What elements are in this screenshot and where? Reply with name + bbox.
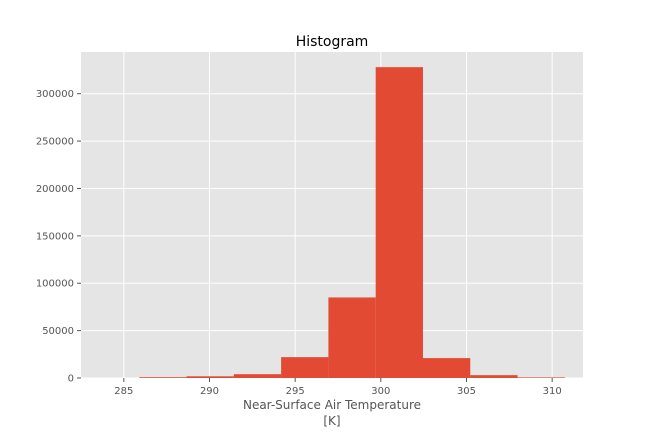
histogram-bar xyxy=(139,377,187,378)
y-tick-label: 100000 xyxy=(36,279,74,290)
y-tick-label: 300000 xyxy=(36,89,74,100)
y-tick-label: 250000 xyxy=(36,137,74,148)
histogram-bars xyxy=(139,67,565,379)
x-tick-label: 295 xyxy=(286,386,305,397)
y-axis-ticks: 0 50000 100000 150000 200000 250000 300000 xyxy=(36,89,81,385)
histogram-bar xyxy=(422,358,471,378)
x-tick-label: 290 xyxy=(200,386,219,397)
x-axis-label: Near-Surface Air Temperature xyxy=(243,398,421,412)
histogram-bar xyxy=(375,67,423,379)
x-tick-label: 285 xyxy=(114,386,133,397)
histogram-bar xyxy=(186,376,234,378)
x-tick-label: 305 xyxy=(457,386,476,397)
histogram-bar xyxy=(233,374,282,378)
y-tick-label: 50000 xyxy=(42,326,74,337)
histogram-bar xyxy=(517,377,565,378)
histogram-bar xyxy=(281,357,329,378)
x-tick-label: 310 xyxy=(543,386,562,397)
x-axis-unit-label: [K] xyxy=(323,414,340,428)
chart-title: Histogram xyxy=(296,34,369,50)
histogram-bar xyxy=(328,297,376,378)
grid-lines xyxy=(81,52,583,379)
x-tick-label: 300 xyxy=(371,386,390,397)
histogram-bar xyxy=(470,375,518,378)
y-tick-label: 150000 xyxy=(36,231,74,242)
x-axis-ticks: 285 290 295 300 305 310 xyxy=(114,378,562,397)
y-tick-label: 0 xyxy=(68,374,74,385)
y-tick-label: 200000 xyxy=(36,184,74,195)
